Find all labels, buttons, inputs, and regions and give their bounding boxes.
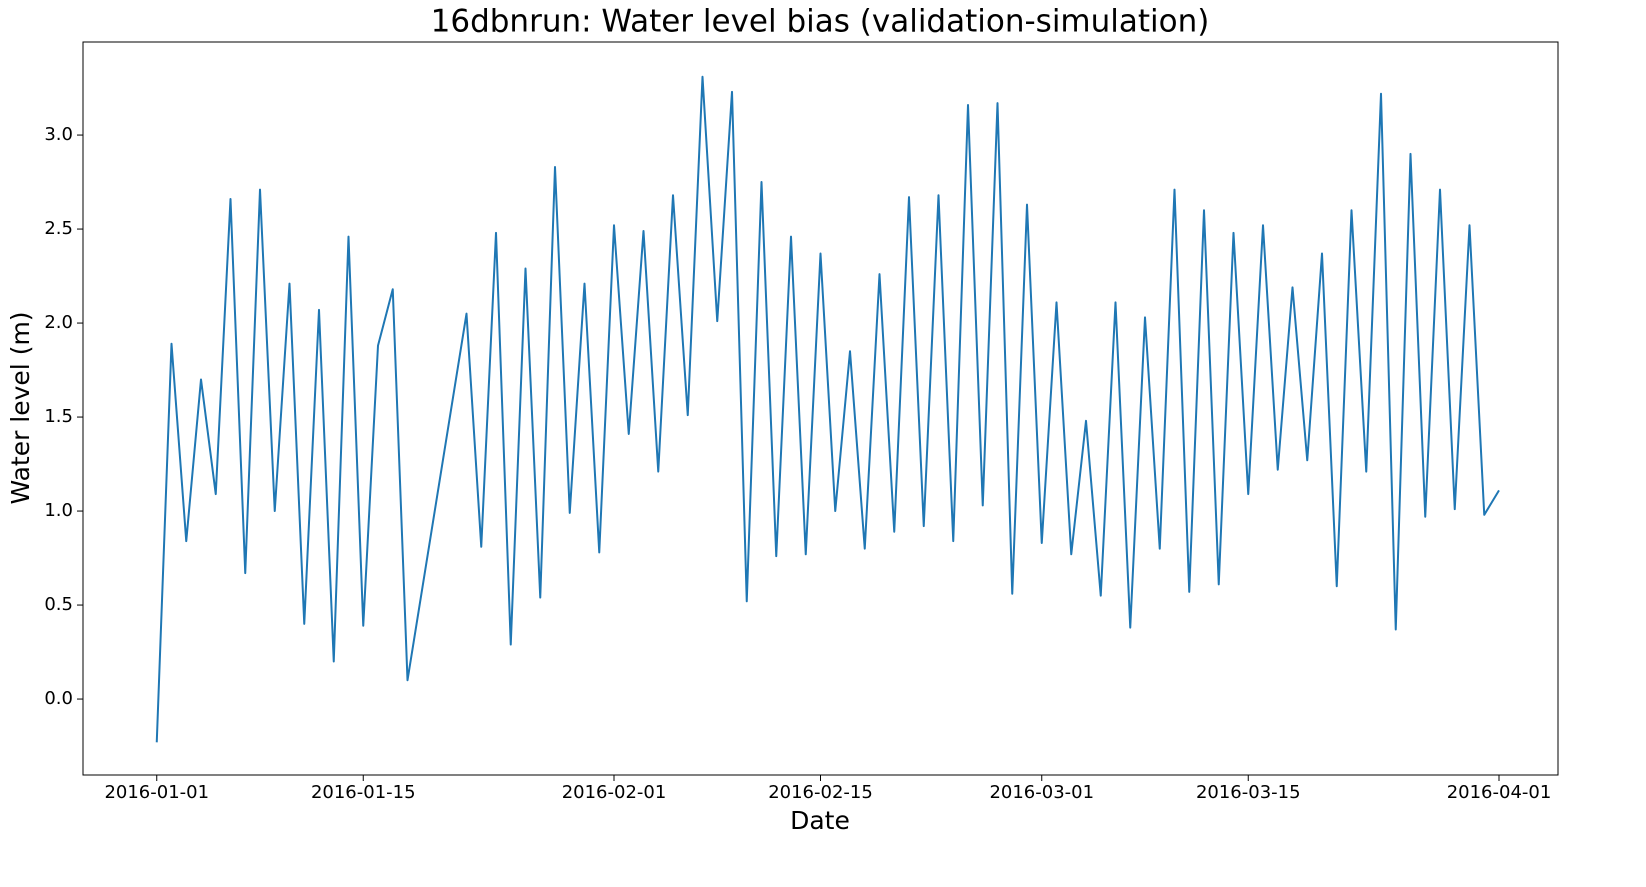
plot-frame: [82, 41, 1559, 776]
x-tick-label: 2016-01-15: [311, 782, 416, 803]
data-line: [155, 75, 1500, 743]
x-tick-label: 2016-04-01: [1447, 782, 1552, 803]
x-tick-label: 2016-03-15: [1196, 782, 1301, 803]
x-tick-label: 2016-03-01: [989, 782, 1094, 803]
chart-title: 16dbnrun: Water level bias (validation-s…: [431, 4, 1210, 40]
y-tick-label: 1.0: [44, 500, 73, 521]
y-tick-label: 3.0: [44, 124, 73, 145]
y-tick-label: 0.5: [44, 594, 73, 615]
y-tick-label: 2.0: [44, 312, 73, 333]
y-tick-label: 1.5: [44, 406, 73, 427]
y-tick-label: 0.0: [44, 688, 73, 709]
y-axis-label: Water level (m): [6, 311, 35, 504]
x-tick-label: 2016-02-01: [562, 782, 667, 803]
y-tick-label: 2.5: [44, 218, 73, 239]
x-tick-label: 2016-02-15: [768, 782, 873, 803]
x-tick-label: 2016-01-01: [104, 782, 209, 803]
x-axis-label: Date: [790, 806, 850, 835]
